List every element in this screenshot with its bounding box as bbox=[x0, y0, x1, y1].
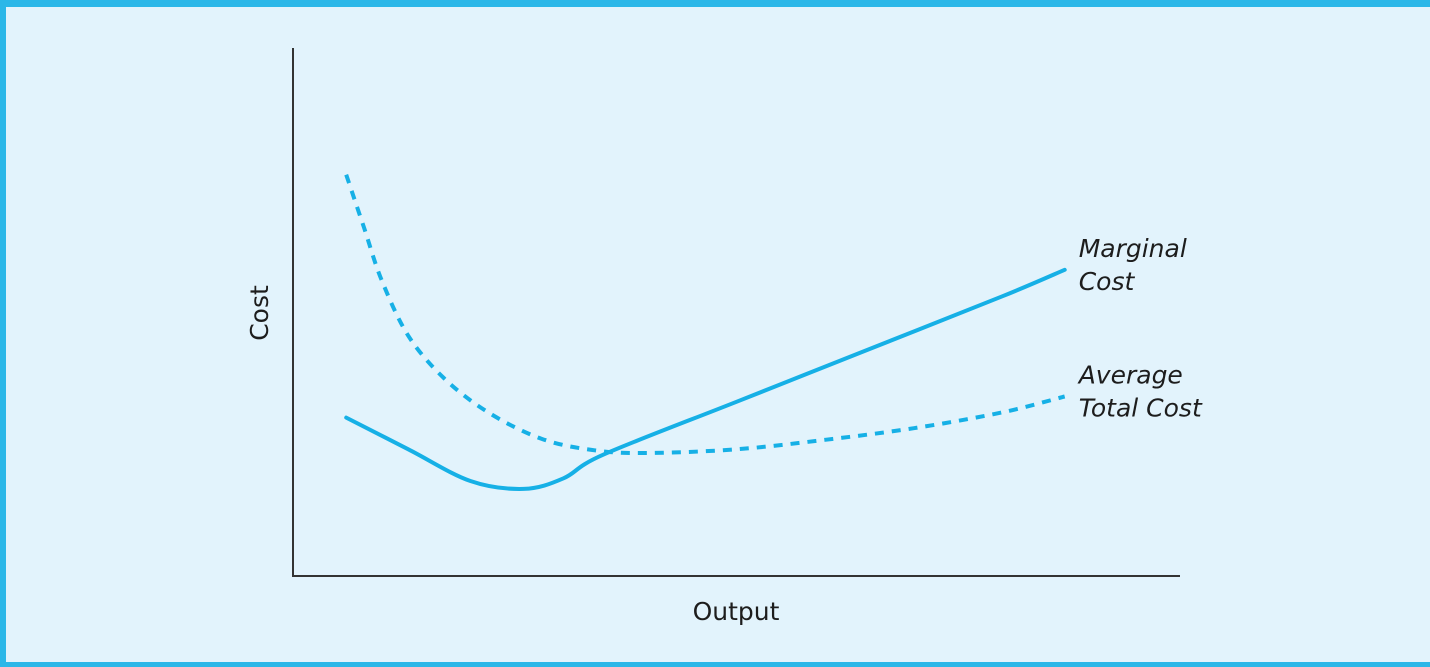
average-total-cost-label-line: Average bbox=[1077, 361, 1183, 390]
marginal-cost-label-line: Cost bbox=[1079, 267, 1136, 296]
average-total-cost-label-line: Total Cost bbox=[1079, 394, 1203, 423]
series-labels: Marginal Cost Average Total Cost bbox=[1077, 234, 1203, 423]
average-total-cost-label: Average Total Cost bbox=[1077, 361, 1203, 423]
marginal-cost-line bbox=[344, 267, 1067, 491]
series-layer bbox=[344, 174, 1067, 491]
x-axis-label: Output bbox=[693, 597, 780, 626]
average-total-cost-line bbox=[344, 174, 1066, 456]
marginal-cost-label-line: Marginal bbox=[1079, 234, 1187, 263]
y-axis-label: Cost bbox=[245, 285, 274, 341]
marginal-cost-label: Marginal Cost bbox=[1079, 234, 1187, 296]
